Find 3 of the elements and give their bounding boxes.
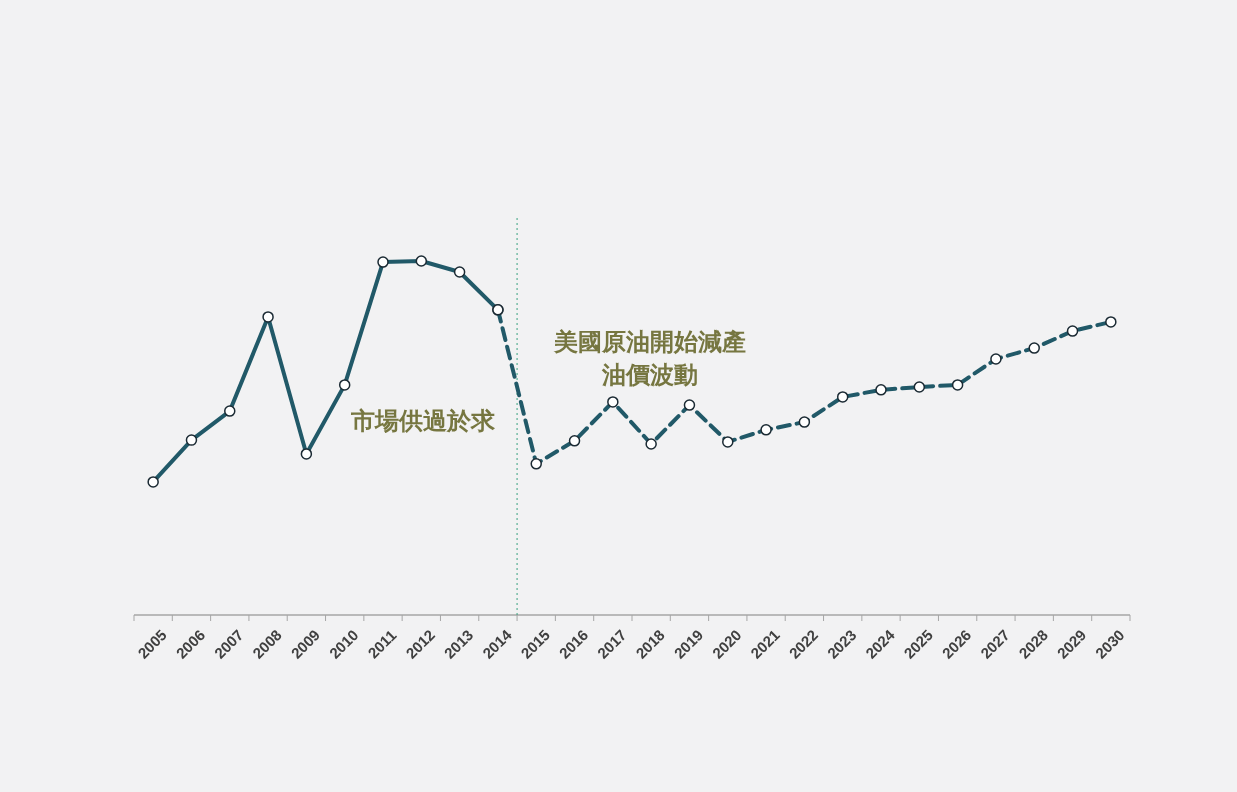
annotation: 油價波動 <box>601 361 698 388</box>
annotation: 美國原油開始減產 <box>553 328 746 355</box>
annotation: 市場供過於求 <box>350 407 496 434</box>
